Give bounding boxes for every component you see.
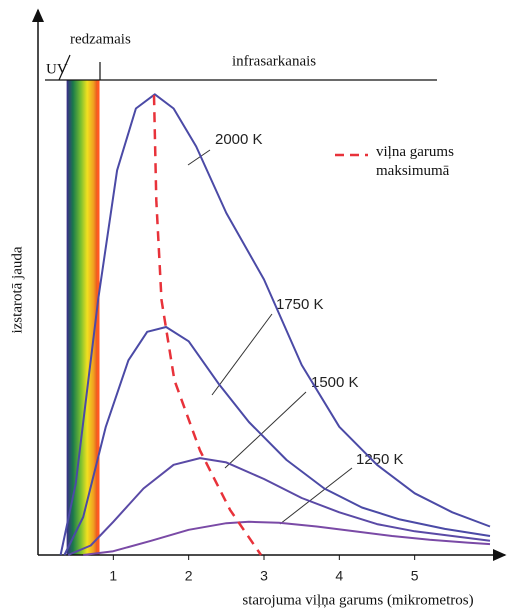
- region-divider: [58, 54, 71, 81]
- label-connector: [211, 313, 273, 396]
- peak-line: [152, 95, 263, 556]
- legend-label: viļna garums maksimumā: [376, 144, 454, 179]
- curve-label: 1250 K: [356, 451, 404, 468]
- curve-label: 2000 K: [215, 131, 263, 148]
- region-label: infrasarkanais: [232, 53, 316, 69]
- x-tick-label: 1: [109, 568, 117, 584]
- curve: [83, 520, 491, 556]
- curve: [67, 457, 491, 556]
- x-tick-label: 3: [260, 568, 268, 584]
- label-connector: [224, 391, 307, 469]
- x-axis-title: starojuma viļņa garums (mikrometros): [242, 592, 473, 608]
- curve-label: 1750 K: [276, 296, 324, 313]
- x-tick-label: 2: [185, 568, 193, 584]
- y-axis-title: izstarotā jauda: [9, 246, 25, 333]
- curve: [63, 326, 491, 556]
- curve-label: 1500 K: [311, 374, 359, 391]
- label-connector: [187, 149, 211, 166]
- x-tick-label: 4: [335, 568, 343, 584]
- label-connector: [279, 467, 353, 525]
- region-label: UV: [46, 61, 68, 77]
- visible-band: [66, 80, 99, 555]
- curve: [59, 93, 491, 556]
- region-label: redzamais: [70, 31, 131, 47]
- x-tick-label: 5: [411, 568, 419, 584]
